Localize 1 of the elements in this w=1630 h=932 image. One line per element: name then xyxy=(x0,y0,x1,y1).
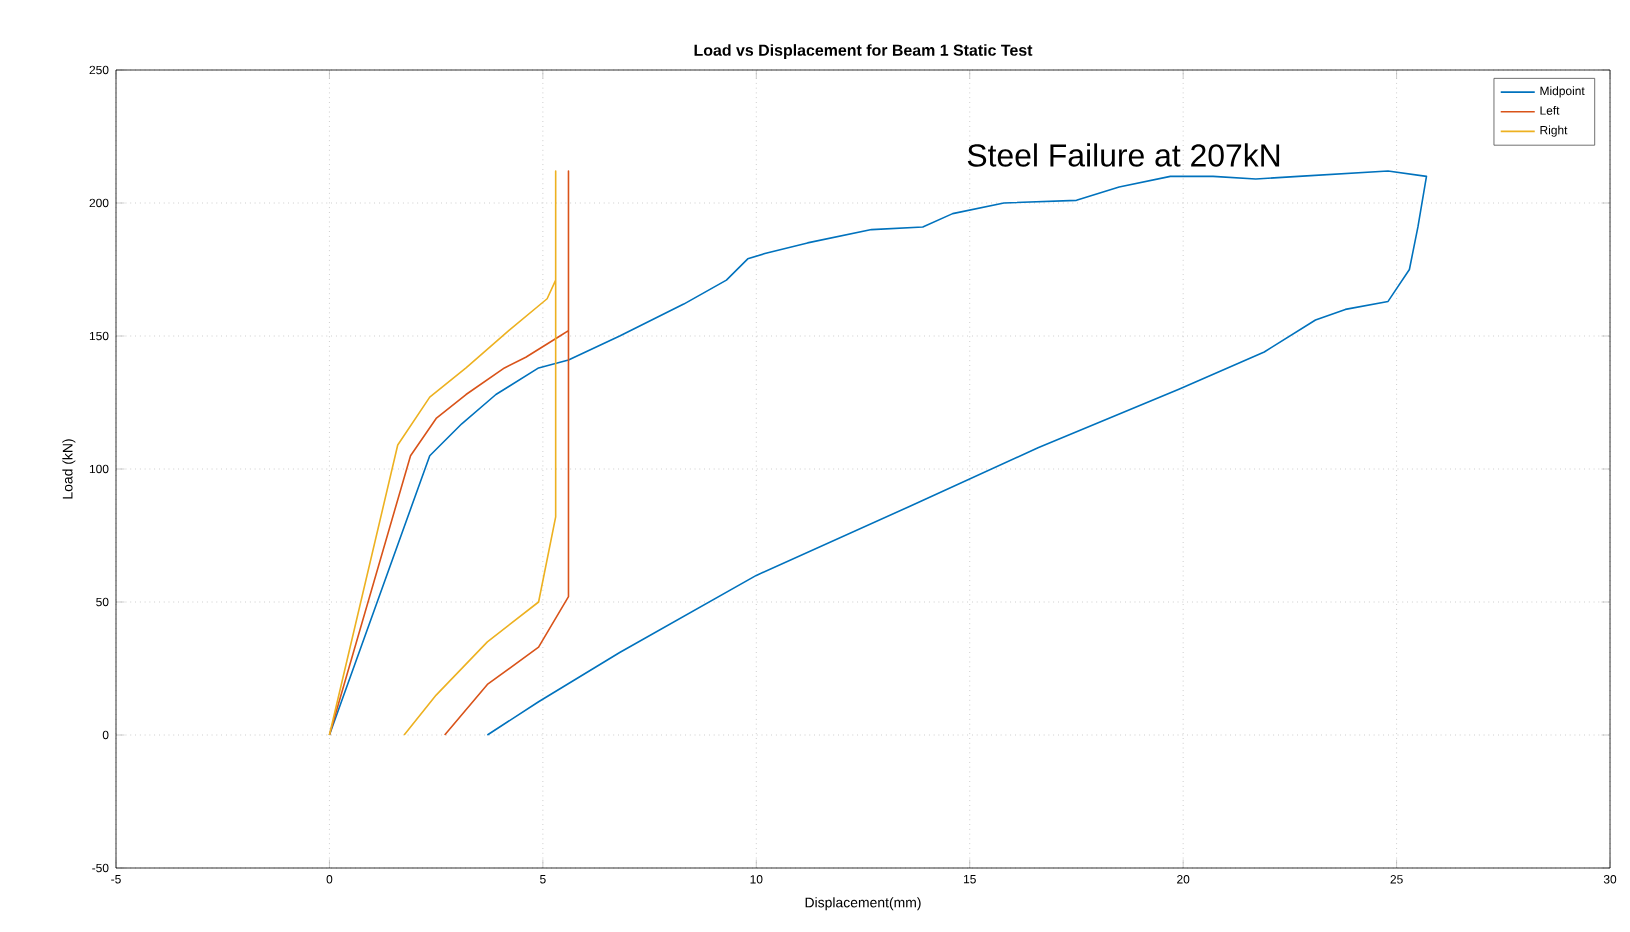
annotation: Steel Failure at 207kN xyxy=(967,143,1280,167)
